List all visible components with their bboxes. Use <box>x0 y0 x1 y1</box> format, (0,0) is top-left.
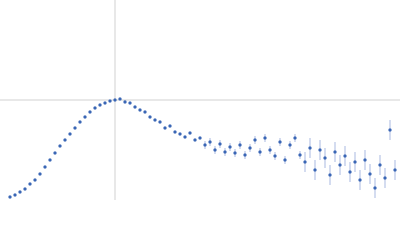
data-point <box>128 101 132 105</box>
data-point <box>158 120 162 124</box>
data-point <box>338 163 342 167</box>
data-point <box>363 158 367 162</box>
data-point <box>353 160 357 164</box>
data-point <box>378 163 382 167</box>
data-point <box>308 146 312 150</box>
data-point <box>283 158 287 162</box>
data-point <box>383 176 387 180</box>
data-point <box>293 136 297 140</box>
data-point <box>113 98 117 102</box>
data-point <box>18 190 22 194</box>
data-point <box>168 124 172 128</box>
data-point <box>93 106 97 110</box>
data-point <box>23 187 27 191</box>
data-point <box>313 168 317 172</box>
data-point <box>83 115 87 119</box>
data-point <box>323 156 327 160</box>
data-point <box>393 168 397 172</box>
data-point <box>258 150 262 154</box>
data-point <box>78 120 82 124</box>
data-point <box>123 100 127 104</box>
data-point <box>303 160 307 164</box>
data-point <box>193 138 197 142</box>
data-point <box>253 138 257 142</box>
data-point <box>268 148 272 152</box>
data-point <box>358 178 362 182</box>
data-point <box>343 154 347 158</box>
data-point <box>153 118 157 122</box>
data-point <box>333 150 337 154</box>
data-point <box>53 151 57 155</box>
data-point <box>28 182 32 186</box>
data-point <box>98 103 102 107</box>
data-point <box>188 131 192 135</box>
data-point <box>273 154 277 158</box>
data-point <box>368 172 372 176</box>
data-point <box>198 136 202 140</box>
data-point <box>183 135 187 139</box>
data-point <box>8 195 12 199</box>
data-point <box>48 158 52 162</box>
data-point <box>63 138 67 142</box>
data-point <box>288 143 292 147</box>
data-point <box>278 140 282 144</box>
data-point <box>328 173 332 177</box>
data-point <box>148 115 152 119</box>
data-point <box>318 148 322 152</box>
data-point <box>38 172 42 176</box>
data-point <box>238 143 242 147</box>
data-point <box>58 144 62 148</box>
data-point <box>348 170 352 174</box>
data-point <box>223 150 227 154</box>
data-point <box>233 151 237 155</box>
data-point <box>213 148 217 152</box>
data-point <box>143 110 147 114</box>
data-point <box>218 142 222 146</box>
data-point <box>133 105 137 109</box>
data-point <box>88 110 92 114</box>
data-point <box>388 128 392 132</box>
data-point <box>33 178 37 182</box>
data-point <box>68 132 72 136</box>
data-point <box>163 126 167 130</box>
data-point <box>263 136 267 140</box>
data-point <box>108 99 112 103</box>
data-point <box>103 101 107 105</box>
data-point <box>243 153 247 157</box>
data-point <box>43 165 47 169</box>
data-point <box>298 153 302 157</box>
data-point <box>178 132 182 136</box>
data-point <box>208 140 212 144</box>
chart <box>0 0 400 200</box>
data-point <box>118 97 122 101</box>
data-point <box>13 193 17 197</box>
data-point <box>73 126 77 130</box>
data-point <box>173 130 177 134</box>
data-point <box>248 146 252 150</box>
data-point <box>373 186 377 190</box>
data-point <box>203 143 207 147</box>
data-point <box>138 108 142 112</box>
data-point <box>228 145 232 149</box>
